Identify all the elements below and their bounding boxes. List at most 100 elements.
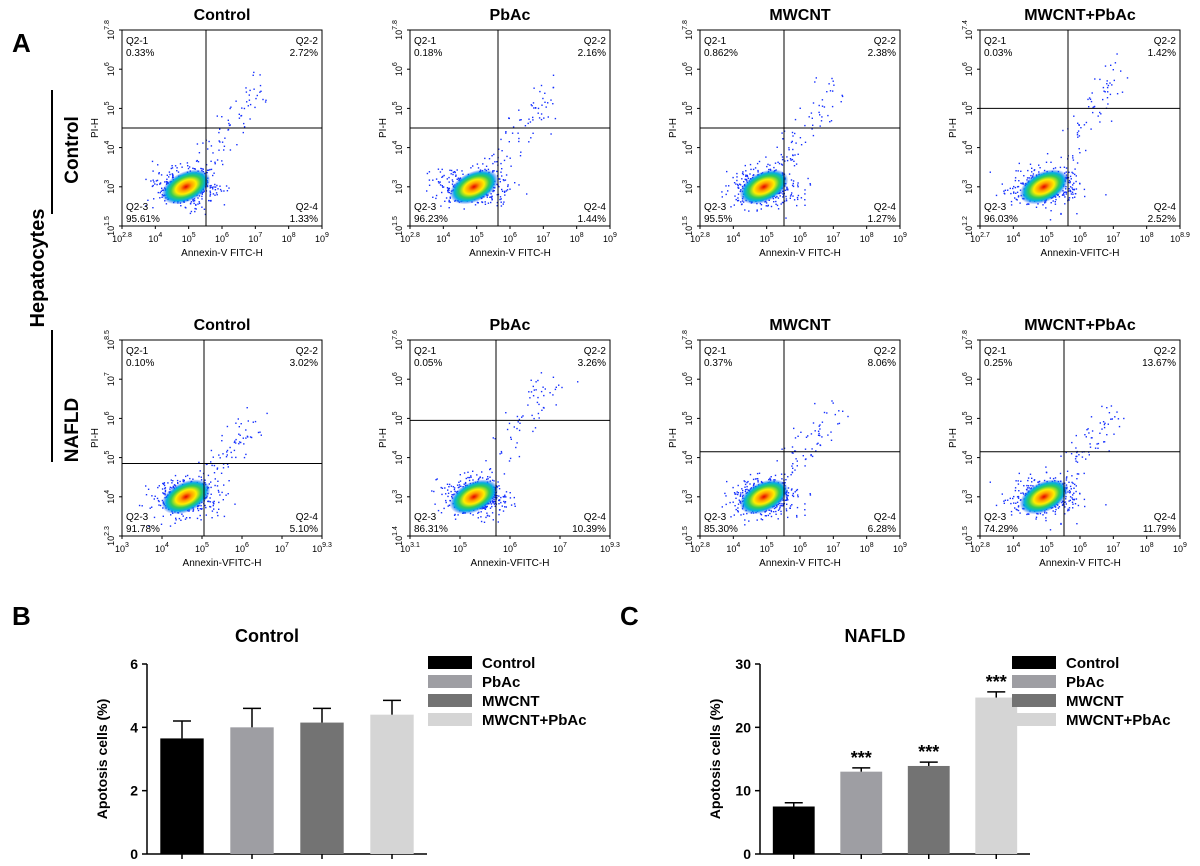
event-dot xyxy=(820,120,823,122)
event-dot xyxy=(226,425,229,428)
event-dot xyxy=(183,479,185,482)
event-dot xyxy=(189,517,191,519)
event-dot xyxy=(213,508,215,510)
event-dot xyxy=(225,456,228,458)
y-axis-label: PI-H xyxy=(948,428,959,448)
bar-3 xyxy=(300,722,344,854)
bar-2 xyxy=(840,771,883,854)
x-tick-label: 108 xyxy=(860,542,874,554)
event-dot xyxy=(224,137,226,139)
x-tick-label: 107 xyxy=(275,542,289,554)
event-dot xyxy=(775,506,777,509)
event-dot xyxy=(989,481,991,483)
event-dot xyxy=(1031,477,1033,479)
event-dot xyxy=(1075,188,1078,190)
event-dot xyxy=(490,193,492,195)
event-dot xyxy=(789,197,791,199)
event-dot xyxy=(206,169,209,171)
event-dot xyxy=(1088,454,1090,456)
event-dot xyxy=(506,428,509,431)
event-dot xyxy=(172,485,174,488)
event-dot xyxy=(175,519,177,521)
event-dot xyxy=(547,116,549,118)
event-dot xyxy=(508,141,510,143)
event-dot xyxy=(1123,417,1125,420)
event-dot xyxy=(542,97,544,100)
event-dot xyxy=(209,200,211,202)
event-dot xyxy=(832,90,834,92)
event-dot xyxy=(216,194,218,196)
event-dot xyxy=(158,172,160,174)
event-dot xyxy=(838,410,840,412)
quadrant-q2-name: Q2-2 xyxy=(874,36,897,47)
event-dot xyxy=(1017,196,1020,198)
event-dot xyxy=(238,433,240,435)
event-dot xyxy=(505,491,508,493)
event-dot xyxy=(1104,422,1106,424)
event-dot xyxy=(192,167,194,169)
event-dot xyxy=(776,146,778,148)
event-dot xyxy=(162,482,164,485)
y-tick-label: 103 xyxy=(682,180,694,194)
event-dot xyxy=(1014,489,1017,492)
event-dot xyxy=(229,107,231,110)
event-dot xyxy=(461,170,463,172)
y-tick-label: 103 xyxy=(392,490,404,504)
event-dot xyxy=(454,513,456,516)
event-dot xyxy=(217,514,219,517)
event-dot xyxy=(499,453,501,455)
event-dot xyxy=(154,183,156,185)
event-dot xyxy=(730,206,732,208)
event-dot xyxy=(441,185,443,187)
event-dot xyxy=(1054,167,1057,169)
y-tick-label: 108.5 xyxy=(104,330,116,350)
event-dot xyxy=(516,415,519,418)
x-tick-label: 107 xyxy=(553,542,567,554)
event-dot xyxy=(458,481,460,483)
event-dot xyxy=(818,432,820,435)
event-dot xyxy=(437,168,440,170)
event-dot xyxy=(823,106,826,108)
event-dot xyxy=(1075,490,1077,493)
event-dot xyxy=(1084,195,1086,198)
event-dot xyxy=(451,496,453,498)
legend-label: MWCNT xyxy=(1066,693,1123,710)
event-dot xyxy=(450,490,452,493)
y-tick-label: 105 xyxy=(104,101,116,115)
event-dot xyxy=(1021,183,1023,185)
event-dot xyxy=(1103,426,1106,429)
plot-frame xyxy=(979,339,1181,537)
y-tick-label: 101.5 xyxy=(392,216,404,236)
event-dot xyxy=(187,167,190,170)
event-dot xyxy=(223,484,225,486)
event-dot xyxy=(490,201,492,204)
event-dot xyxy=(486,505,488,508)
event-dot xyxy=(833,84,835,86)
event-dot xyxy=(253,88,255,90)
event-dot xyxy=(439,171,442,173)
legend-swatch xyxy=(1012,694,1056,707)
event-dot xyxy=(840,101,842,103)
event-dot xyxy=(462,173,464,175)
event-dot xyxy=(721,196,723,198)
event-dot xyxy=(1020,480,1022,482)
event-dot xyxy=(841,95,844,98)
event-dot xyxy=(1063,194,1065,196)
event-dot xyxy=(236,144,238,146)
event-dot xyxy=(827,434,829,436)
y-tick-label: 107.6 xyxy=(392,330,404,350)
x-tick-label: 105 xyxy=(182,232,196,244)
event-dot xyxy=(448,483,451,486)
event-dot xyxy=(804,141,807,143)
event-dot xyxy=(1058,196,1061,198)
event-dot xyxy=(243,107,246,110)
event-dot xyxy=(786,503,788,505)
x-tick-label: 107 xyxy=(826,542,840,554)
event-dot xyxy=(189,477,191,480)
x-axis-label: Annexin-VFITC-H xyxy=(471,558,550,569)
event-dot xyxy=(777,208,780,210)
event-dot xyxy=(209,190,211,192)
event-dot xyxy=(532,119,534,121)
event-dot xyxy=(1097,442,1100,445)
event-dot xyxy=(726,170,728,173)
